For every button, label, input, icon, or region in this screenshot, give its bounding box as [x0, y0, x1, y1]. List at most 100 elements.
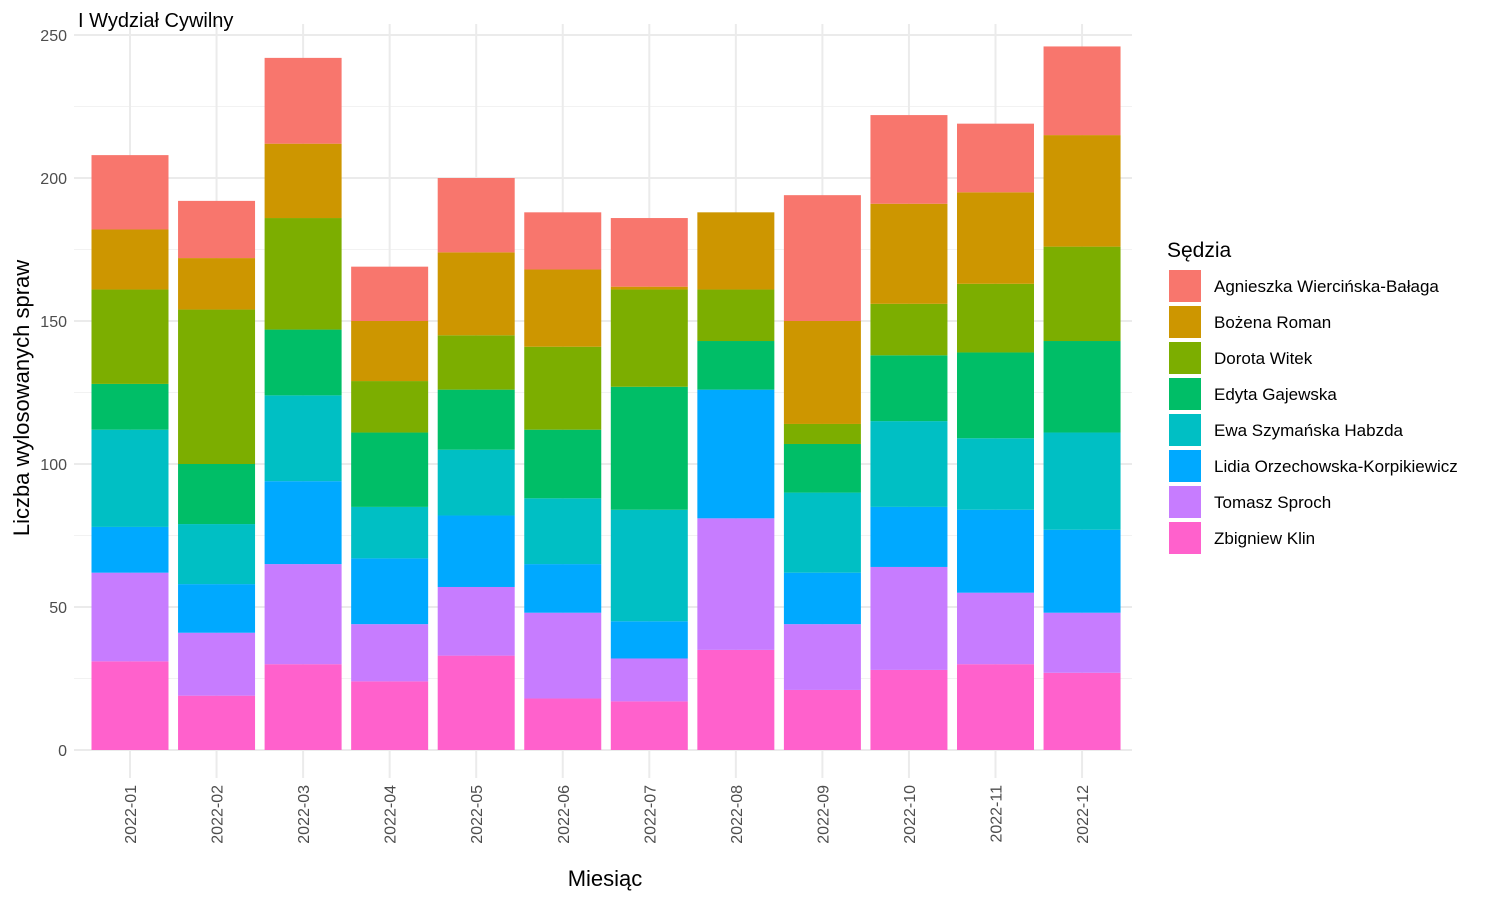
bar-segment — [437, 178, 515, 253]
bar-segment — [351, 432, 429, 507]
bar-segment — [524, 346, 602, 430]
y-tick-label: 0 — [58, 743, 67, 760]
legend-label: Edyta Gajewska — [1214, 385, 1337, 404]
bar-segment — [437, 515, 515, 587]
bar-segment — [610, 621, 688, 659]
legend-label: Ewa Szymańska Habzda — [1214, 421, 1404, 440]
bar-segment — [437, 335, 515, 390]
x-tick-label: 2022-04 — [383, 785, 400, 844]
bar-segment — [697, 341, 775, 390]
legend-label: Zbigniew Klin — [1214, 529, 1315, 548]
bar-segment — [783, 423, 861, 444]
bar-segment — [957, 509, 1034, 593]
bar-segment — [264, 395, 342, 482]
legend-label: Tomasz Sproch — [1214, 493, 1331, 512]
bar-segment — [957, 123, 1034, 193]
legend-swatch — [1169, 522, 1201, 554]
bar-segment — [1043, 432, 1121, 530]
bar-segment — [610, 658, 688, 702]
bar-segment — [178, 258, 256, 310]
chart-title: I Wydział Cywilny — [78, 10, 233, 32]
y-tick-label: 200 — [40, 171, 67, 188]
y-tick-label: 150 — [40, 314, 67, 331]
bar-segment — [1043, 612, 1121, 673]
bar-segment — [1043, 135, 1121, 247]
bar-segment — [870, 506, 948, 567]
bar-segment — [524, 698, 602, 750]
x-tick-label: 2022-11 — [989, 785, 1006, 843]
bar-segment — [783, 195, 861, 321]
bar-segment — [351, 624, 429, 682]
bar-segment — [91, 155, 169, 230]
legend-label: Agnieszka Wiercińska-Bałaga — [1214, 277, 1439, 296]
bar-segment — [957, 664, 1034, 750]
bar-segment — [957, 438, 1034, 510]
bar-segment — [437, 586, 515, 656]
bar-segment — [610, 289, 688, 387]
bar-segment — [610, 286, 688, 290]
bar-segment — [870, 669, 948, 750]
bar-segment — [524, 612, 602, 699]
bar-segment — [957, 352, 1034, 439]
legend-swatch — [1169, 450, 1201, 482]
bar-segment — [437, 449, 515, 516]
bar-segment — [91, 383, 169, 430]
bar-segment — [1043, 529, 1121, 613]
bar-segment — [264, 664, 342, 750]
x-tick-label: 2022-01 — [123, 785, 140, 844]
bar-segment — [178, 200, 256, 259]
bar-segment — [178, 695, 256, 750]
legend-label: Dorota Witek — [1214, 349, 1313, 368]
bar-segment — [870, 303, 948, 356]
bar-segment — [1043, 341, 1121, 433]
x-tick-label: 2022-06 — [556, 785, 573, 844]
bar-segment — [91, 572, 169, 662]
bar-segment — [178, 309, 256, 464]
bar-segment — [697, 649, 775, 750]
bar-segment — [524, 269, 602, 347]
bar-segment — [697, 212, 775, 290]
x-tick-label: 2022-12 — [1075, 785, 1092, 844]
bar-segment — [91, 526, 169, 573]
bar-segment — [783, 572, 861, 625]
bar-segment — [610, 701, 688, 750]
x-tick-label: 2022-03 — [296, 785, 313, 844]
x-tick-label: 2022-10 — [902, 785, 919, 844]
bar-segment — [264, 57, 342, 144]
legend-swatch — [1169, 486, 1201, 518]
bar-segment — [91, 229, 169, 290]
bar-segment — [264, 143, 342, 219]
bar-segment — [870, 355, 948, 422]
bar-segment — [178, 524, 256, 585]
bar-segment — [957, 192, 1034, 284]
x-axis-ticks: 2022-01 2022-02 2022-03 2022-04 2022-05 2022-… — [123, 785, 1092, 844]
bar-segment — [957, 592, 1034, 665]
legend-label: Lidia Orzechowska-Korpikiewicz — [1214, 457, 1458, 476]
bar-segment — [697, 389, 775, 519]
bar-segment — [437, 655, 515, 750]
bar-segment — [783, 321, 861, 424]
y-tick-label: 100 — [40, 457, 67, 474]
x-tick-label: 2022-02 — [210, 785, 227, 844]
y-tick-label: 250 — [40, 28, 67, 45]
bar-segment — [1043, 46, 1121, 136]
bar-segment — [524, 212, 602, 270]
legend-title: Sędzia — [1167, 239, 1232, 262]
bar-segment — [610, 218, 688, 287]
x-tick-label: 2022-09 — [815, 785, 832, 844]
bar-segment — [1043, 246, 1121, 342]
bar-segment — [178, 584, 256, 633]
bar-segment — [783, 689, 861, 750]
y-tick-label: 50 — [49, 600, 67, 617]
bar-segment — [91, 289, 169, 384]
bar-segment — [264, 564, 342, 665]
bar-segment — [351, 506, 429, 559]
bar-segment — [870, 203, 948, 304]
bar-segment — [264, 218, 342, 330]
legend-swatch — [1169, 306, 1201, 338]
x-axis-title: Miesiąc — [568, 866, 643, 891]
bar-segment — [1043, 672, 1121, 750]
bar-segment — [783, 624, 861, 690]
bar-segment — [697, 289, 775, 342]
